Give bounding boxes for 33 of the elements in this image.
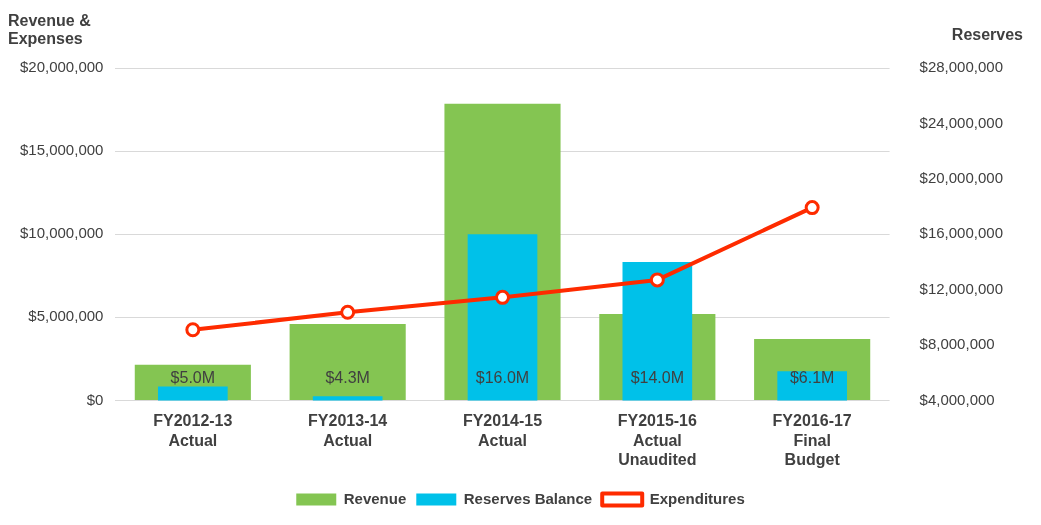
y-axis-title: Revenue & Expenses bbox=[8, 12, 91, 48]
y2-tick-label: $16,000,000 bbox=[919, 224, 1004, 242]
data-label: $4.3M bbox=[325, 368, 370, 386]
y-tick-label: $15,000,000 bbox=[19, 141, 104, 159]
point bbox=[495, 289, 510, 305]
bar bbox=[289, 323, 406, 400]
data-label: $14.0M bbox=[630, 368, 685, 386]
point bbox=[804, 200, 820, 216]
legend-label: Expenditures bbox=[649, 489, 745, 507]
y2-tick-label: $4,000,000 bbox=[919, 390, 995, 408]
data-label: $16.0M bbox=[475, 368, 530, 386]
y2-tick-label: $24,000,000 bbox=[919, 113, 1004, 131]
x-tick-label: FY2015-16 Actual Unaudited bbox=[617, 412, 698, 468]
point bbox=[340, 304, 356, 320]
y2-tick-label: $12,000,000 bbox=[919, 279, 1004, 297]
point bbox=[649, 272, 665, 288]
legend-label: Revenue bbox=[343, 489, 407, 507]
data-label: $5.0M bbox=[170, 368, 216, 386]
y2-tick-label: $28,000,000 bbox=[919, 58, 1004, 76]
y2-tick-label: $8,000,000 bbox=[919, 335, 995, 353]
x-tick-label: FY2012-13 Actual bbox=[153, 412, 233, 449]
x-tick-label: FY2014-15 Actual bbox=[462, 412, 543, 449]
legend-label: Reserves Balance bbox=[463, 489, 593, 507]
y-tick-label: $5,000,000 bbox=[28, 307, 104, 325]
x-tick-label: FY2016-17 Final Budget bbox=[772, 412, 852, 468]
y-tick-label: $10,000,000 bbox=[19, 224, 104, 242]
y-tick-label: $0 bbox=[86, 390, 104, 408]
y2-tick-label: $20,000,000 bbox=[919, 168, 1004, 186]
x-tick-label: FY2013-14 Actual bbox=[308, 412, 388, 449]
point bbox=[185, 322, 201, 338]
y2-axis-title: Reserves bbox=[951, 26, 1023, 44]
data-label: $6.1M bbox=[789, 368, 835, 386]
y-tick-label: $20,000,000 bbox=[19, 58, 104, 76]
